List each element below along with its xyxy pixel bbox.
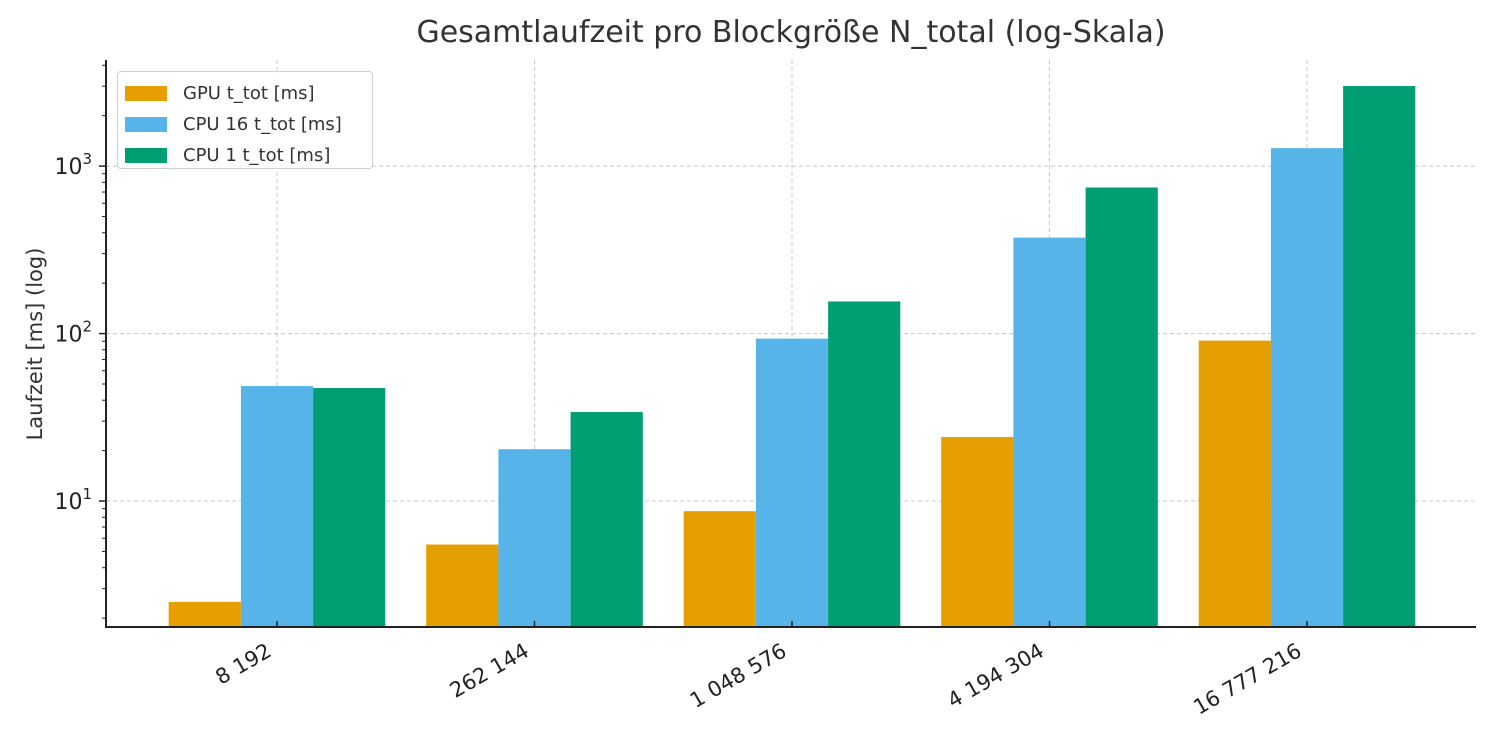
x-tick-label: 4 194 304 [943, 639, 1048, 713]
bar [683, 511, 756, 627]
chart-title: Gesamtlaufzeit pro Blockgröße N_total (l… [416, 15, 1166, 50]
bar [240, 386, 314, 627]
bar [1013, 237, 1086, 627]
bar [1343, 86, 1416, 628]
bars [168, 86, 1416, 628]
legend-label-cpu1: CPU 1 t_tot [ms] [183, 145, 331, 166]
legend-item-gpu: GPU t_tot [ms] [125, 78, 372, 109]
y-tick-label: 103 [54, 150, 92, 180]
bar [1270, 148, 1344, 628]
y-tick-label: 102 [54, 318, 92, 348]
legend: GPU t_tot [ms] CPU 16 t_tot [ms] CPU 1 t… [117, 71, 373, 169]
bar [426, 544, 499, 627]
bar [313, 388, 386, 627]
bar [498, 449, 571, 627]
x-tick-label: 8 192 [211, 639, 275, 690]
legend-label-cpu16: CPU 16 t_tot [ms] [183, 114, 342, 135]
legend-swatch-cpu16 [125, 117, 167, 132]
bar [1085, 187, 1158, 627]
y-tick-label: 101 [54, 485, 92, 515]
x-tick-label: 16 777 216 [1189, 639, 1305, 720]
x-tick-label: 262 144 [446, 639, 533, 703]
legend-swatch-gpu [125, 86, 167, 101]
legend-item-cpu16: CPU 16 t_tot [ms] [125, 109, 372, 140]
bar [828, 301, 901, 627]
legend-label-gpu: GPU t_tot [ms] [183, 83, 315, 104]
legend-swatch-cpu1 [125, 148, 167, 163]
bar [168, 601, 241, 627]
legend-item-cpu1: CPU 1 t_tot [ms] [125, 140, 372, 171]
bar [755, 338, 829, 627]
bar [1198, 340, 1271, 627]
bar [941, 437, 1014, 627]
bar [570, 412, 643, 627]
x-tick-label: 1 048 576 [686, 639, 791, 713]
